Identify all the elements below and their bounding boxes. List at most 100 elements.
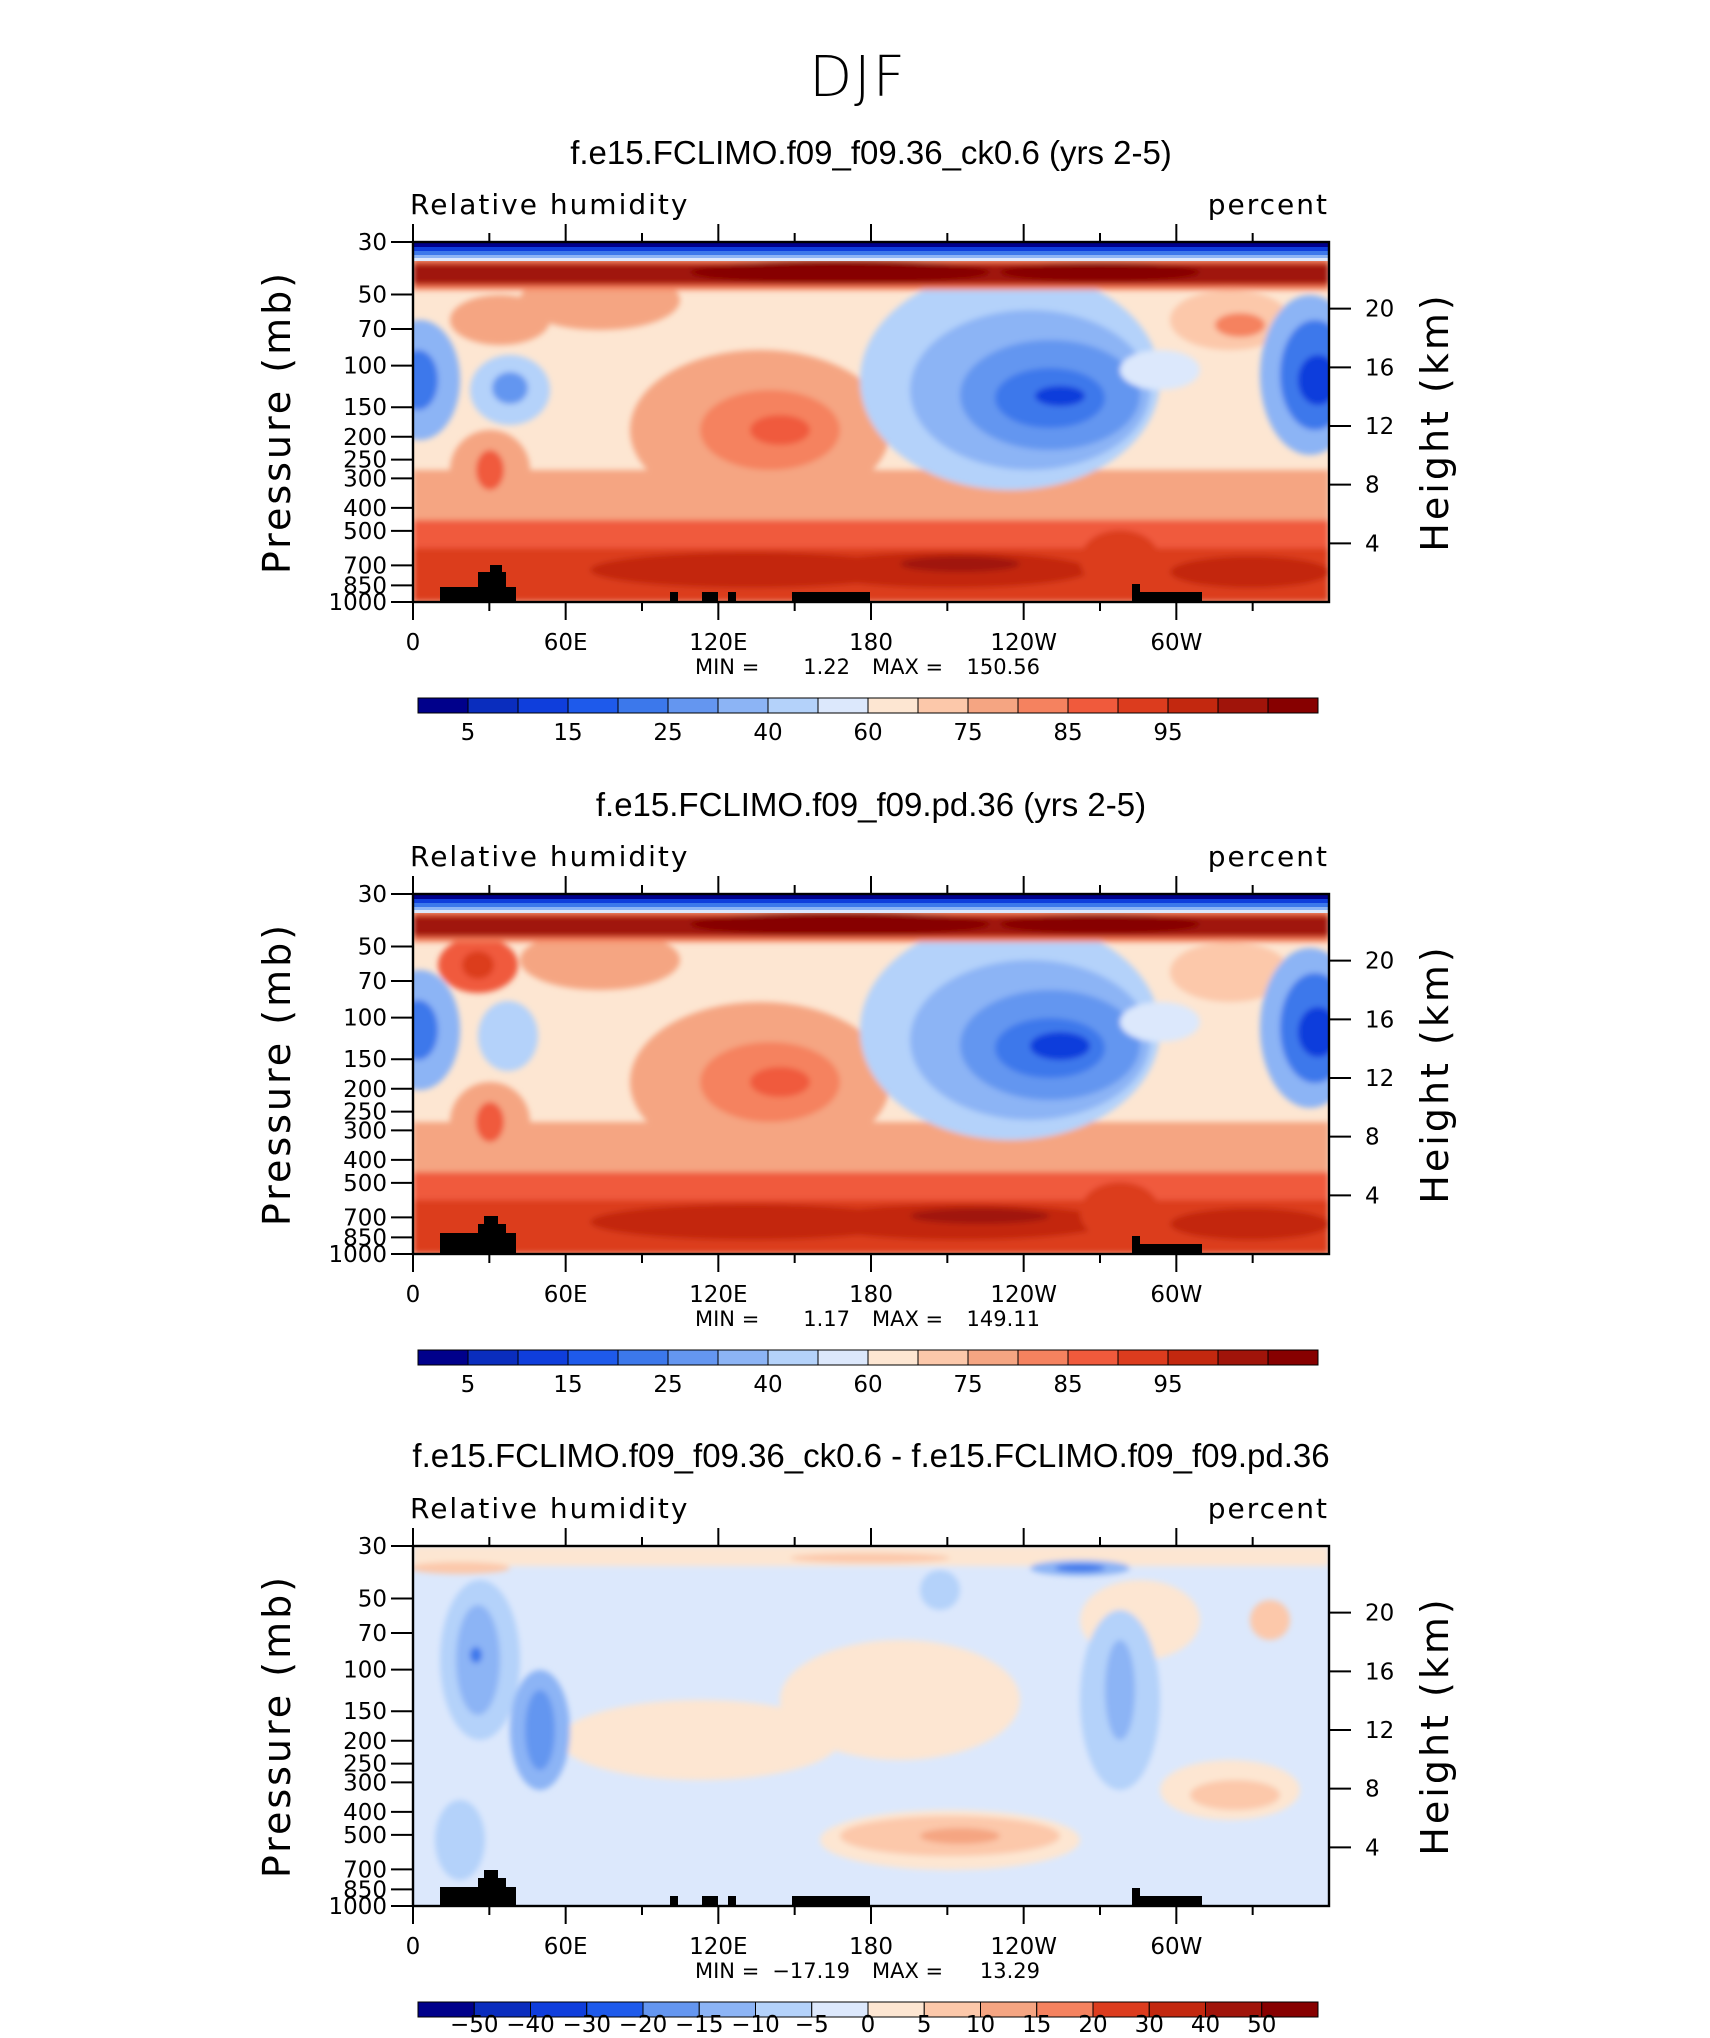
colorbar-label: 60	[853, 1372, 882, 1398]
y-tick-label: 400	[343, 496, 387, 522]
colorbar-box	[867, 2001, 925, 2018]
y-axis-label: Pressure (mb)	[255, 1574, 299, 1878]
terrain-mask	[440, 1216, 1202, 1254]
panel-title: f.e15.FCLIMO.f09_f09.36_ck0.6 - f.e15.FC…	[412, 1437, 1329, 1474]
field-label: Relative humidity	[410, 1492, 689, 1525]
colorbar-box	[917, 697, 969, 714]
colorbar-label: 15	[1022, 2012, 1051, 2038]
y-tick-label: 100	[343, 354, 387, 380]
y-tick-label: 100	[343, 1006, 387, 1032]
colorbar-box	[717, 697, 769, 714]
max-value: 13.29	[980, 1959, 1040, 1983]
x-tick-label: 120W	[990, 1934, 1057, 1960]
min-value: 1.22	[803, 655, 850, 679]
y-tick-label: 400	[343, 1800, 387, 1826]
colorbar-label: 0	[861, 2012, 876, 2038]
y-tick-label: 70	[358, 1621, 387, 1647]
colorbar-box	[1017, 1349, 1069, 1366]
y-tick-label: 500	[343, 1823, 387, 1849]
y2-tick-label: 20	[1365, 949, 1394, 975]
colorbar-box	[967, 697, 1019, 714]
y2-tick-label: 4	[1365, 1183, 1380, 1209]
x-tick-label: 120E	[689, 630, 747, 656]
colorbar-box	[567, 1349, 619, 1366]
terrain-mask	[440, 1870, 1202, 1906]
y2-tick-label: 8	[1365, 1125, 1380, 1151]
colorbar-box	[817, 697, 869, 714]
colorbar-box	[917, 1349, 969, 1366]
x-tick-label: 60E	[544, 630, 588, 656]
colorbar-label: 95	[1153, 720, 1182, 746]
colorbar-box	[867, 697, 919, 714]
colorbar-label: 95	[1153, 1372, 1182, 1398]
colorbar-label: 30	[1135, 2012, 1164, 2038]
y-tick-label: 250	[343, 448, 387, 474]
x-tick-label: 60E	[544, 1934, 588, 1960]
y-tick-label: 70	[358, 969, 387, 995]
y-tick-label: 500	[343, 519, 387, 545]
y-tick-label: 850	[343, 1877, 387, 1903]
y-tick-label: 30	[358, 230, 387, 256]
colorbar-label: 5	[461, 720, 476, 746]
colorbar-label: −5	[795, 2012, 829, 2038]
y-tick-label: 100	[343, 1658, 387, 1684]
y2-tick-label: 12	[1365, 414, 1394, 440]
colorbar-box	[467, 1349, 519, 1366]
colorbar: 5 15 25 40 60 75 85 95	[417, 697, 1319, 746]
y-axis-label: Pressure (mb)	[255, 270, 299, 574]
y-tick-label: 700	[343, 1205, 387, 1231]
y-tick-label: 50	[358, 282, 387, 308]
colorbar-label: 40	[753, 720, 782, 746]
y-tick-label: 200	[343, 1729, 387, 1755]
colorbar-label: −10	[731, 2012, 780, 2038]
y-tick-label: 500	[343, 1171, 387, 1197]
colorbar-label: 50	[1247, 2012, 1276, 2038]
colorbar-box	[767, 1349, 819, 1366]
colorbar-box	[617, 697, 669, 714]
colorbar-label: 75	[953, 1372, 982, 1398]
main-title: DJF	[809, 45, 907, 110]
colorbar-label: 85	[1053, 720, 1082, 746]
x-tick-label: 120W	[990, 630, 1057, 656]
colorbar-box	[717, 1349, 769, 1366]
contour-field	[413, 894, 1329, 1254]
colorbar-box	[1117, 697, 1169, 714]
panel-title: f.e15.FCLIMO.f09_f09.pd.36 (yrs 2-5)	[596, 786, 1146, 823]
y2-tick-label: 4	[1365, 531, 1380, 557]
colorbar-box	[967, 1349, 1019, 1366]
colorbar-label: −15	[675, 2012, 724, 2038]
x-tick-label: 0	[406, 1934, 421, 1960]
colorbar-box	[567, 697, 619, 714]
y-tick-label: 850	[343, 573, 387, 599]
x-tick-label: 120E	[689, 1282, 747, 1308]
x-tick-label: 60W	[1150, 1934, 1202, 1960]
y-tick-label: 50	[358, 934, 387, 960]
colorbar-label: −50	[450, 2012, 499, 2038]
colorbar-box	[1267, 1349, 1319, 1366]
y2-tick-label: 16	[1365, 355, 1394, 381]
x-tick-label: 0	[406, 1282, 421, 1308]
axes-layer: 3050701001502002503004005007008501000201…	[255, 224, 1457, 2038]
min-label: MIN =	[695, 1307, 759, 1331]
colorbar-label: 75	[953, 720, 982, 746]
max-label: MAX =	[872, 1307, 943, 1331]
y-tick-label: 50	[358, 1586, 387, 1612]
colorbar-box	[1267, 697, 1319, 714]
units-label: percent	[1208, 840, 1329, 873]
min-label: MIN =	[695, 655, 759, 679]
colorbar-label: 5	[917, 2012, 932, 2038]
y-tick-label: 1000	[328, 1242, 387, 1268]
y2-tick-label: 20	[1365, 1601, 1394, 1627]
y2-tick-label: 12	[1365, 1718, 1394, 1744]
colorbar-box	[467, 697, 519, 714]
terrain-mask	[440, 565, 1202, 602]
colorbar-label: 25	[653, 720, 682, 746]
colorbar-box	[517, 697, 569, 714]
y-tick-label: 150	[343, 1047, 387, 1073]
colorbar-box	[867, 1349, 919, 1366]
max-label: MAX =	[872, 1959, 943, 1983]
y-tick-label: 700	[343, 553, 387, 579]
y-tick-label: 300	[343, 1770, 387, 1796]
colorbar-box	[1167, 1349, 1219, 1366]
